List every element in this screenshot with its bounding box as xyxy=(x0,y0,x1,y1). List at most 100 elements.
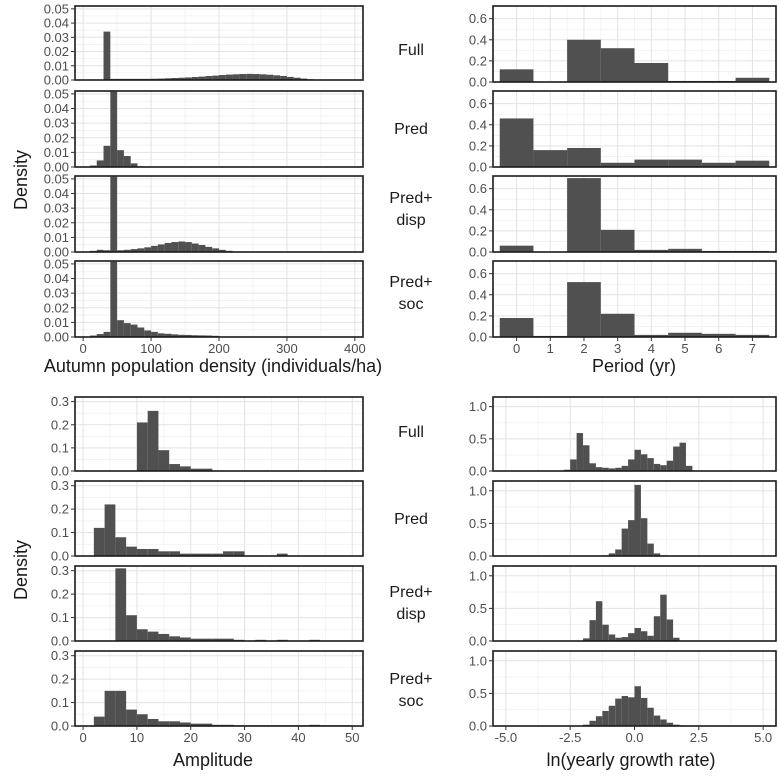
panel-c-full-bar xyxy=(158,450,170,471)
panel-d-pred-disp-bar xyxy=(615,637,622,641)
panel-c-pred-disp-bar xyxy=(158,633,170,641)
panel-b-pred-soc-bar xyxy=(600,313,635,337)
panel-b-pred-bar xyxy=(668,159,702,167)
panel-d-full-bar xyxy=(570,459,577,471)
row-label-pred-disp-bottom-line2: disp xyxy=(396,606,425,623)
panel-d-pred-soc-bar xyxy=(621,696,629,726)
panel-a-pred-ytick-label: 0.02 xyxy=(44,130,69,145)
panel-a-pred-bar xyxy=(117,150,124,167)
panel-d-full-bar xyxy=(608,468,616,471)
panel-c-pred-soc-bar xyxy=(136,714,148,726)
panel-a-full-ytick-label: 0.04 xyxy=(44,16,69,31)
panel-b-pred-soc-bar xyxy=(634,334,669,337)
panel-b-pred-soc-frame xyxy=(492,260,777,338)
panel-d-pred-bar xyxy=(640,518,648,556)
panel-a-pred-soc-bar xyxy=(185,334,192,337)
panel-b-pred-disp-bar xyxy=(600,229,635,252)
panel-d-full-bar xyxy=(583,445,590,471)
panel-d-full-bar xyxy=(602,467,609,471)
panel-b-pred-soc-ytick-label: 0.4 xyxy=(469,287,487,302)
panel-c-full-bar xyxy=(136,422,148,471)
panel-a-pred-disp-bar xyxy=(219,249,226,252)
panel-b-full-facet: 0.0 0.2 0.4 0.6 xyxy=(469,5,777,90)
panel-a-pred-disp-bar xyxy=(178,241,186,252)
panel-d-pred-disp-bar xyxy=(666,619,674,641)
panel-c-pred-ytick-label: 0.1 xyxy=(51,525,69,540)
panel-c-pred-bar xyxy=(93,527,105,556)
panel-c-pred-frame xyxy=(74,480,364,557)
panel-b-pred-ytick-label: 0.0 xyxy=(469,160,487,175)
panel-d-pred-soc-bar xyxy=(595,716,603,726)
panel-d-pred-soc-bar xyxy=(653,715,661,726)
panel-b-xtick-label: 0 xyxy=(513,341,520,356)
panel-d-full-bar xyxy=(660,465,667,471)
panel-c-pred-bar xyxy=(136,548,148,556)
panel-a-pred-soc-facet: 0.000.010.020.030.040.05 xyxy=(44,256,364,345)
panel-b-pred-bar xyxy=(701,162,736,167)
panel-c-pred-disp-bar xyxy=(201,638,213,641)
panel-c-full-facet: 0.0 0.1 0.2 0.3 xyxy=(51,394,364,479)
panel-c-pred-bar xyxy=(190,553,202,556)
panel-b-full-ytick-label: 0.0 xyxy=(469,75,487,90)
panel-d-pred-bar xyxy=(628,520,635,556)
panel-c-pred-soc-ytick-label: 0.2 xyxy=(51,672,69,687)
panel-b-pred-disp-bar xyxy=(567,178,601,252)
panel-c-pred-disp-bar xyxy=(126,615,137,641)
panel-b-full-bar xyxy=(735,77,770,82)
panel-d-pred-soc-ytick-label: 0.0 xyxy=(469,719,487,734)
panel-c-pred-soc-bar xyxy=(179,722,191,726)
panel-c-full-bar xyxy=(147,410,159,471)
panel-c-pred-soc-bar xyxy=(93,716,105,726)
panel-d-pred-disp-bar xyxy=(628,633,635,641)
panel-b-full-bar xyxy=(634,63,669,82)
panel-b-full-ytick-label: 0.2 xyxy=(469,53,487,68)
panel-c-pred-ytick-label: 0.3 xyxy=(51,478,69,493)
panel-c-full-bar xyxy=(169,464,180,471)
panel-b-pred-disp-frame xyxy=(492,175,777,253)
panel-b-xtick-label: 4 xyxy=(648,341,655,356)
panel-d-full-bar xyxy=(615,467,622,471)
panel-c-pred-disp-bar xyxy=(223,638,234,641)
panel-d-pred-soc-bar xyxy=(589,720,596,726)
panel-c-pred-bar xyxy=(179,553,191,556)
panel-a-full-bar xyxy=(185,77,192,80)
panel-a-pred-soc-bar xyxy=(178,334,186,337)
panel-a-xtick-label: 300 xyxy=(276,341,298,356)
panel-a-pred-soc-bar xyxy=(151,331,158,337)
panel-b-pred-soc-ytick-label: 0.2 xyxy=(469,308,487,323)
panel-b-pred-disp-ytick-label: 0.2 xyxy=(469,223,487,238)
panel-b-full-bar xyxy=(499,69,534,82)
panel-c-pred-soc-ytick-label: 0.3 xyxy=(51,648,69,663)
panel-c-pred-soc-bar xyxy=(201,723,213,726)
panel-c-pred-soc-bar xyxy=(147,718,159,726)
row-label-pred-top: Pred xyxy=(394,121,428,138)
panel-c-full-ytick-label: 0.0 xyxy=(51,464,69,479)
panel-a-full-bar xyxy=(239,74,247,80)
panel-d-pred-soc-bar xyxy=(602,711,609,726)
panel-b-pred-soc-ytick-label: 0.6 xyxy=(469,266,487,281)
panel-d-pred-disp-bar xyxy=(595,601,603,641)
panel-d-pred-ytick-label: 0.0 xyxy=(469,549,487,564)
panel-a-full-bar xyxy=(266,74,274,80)
row-label-pred-soc-top-line2: soc xyxy=(399,296,424,313)
panel-a-pred-disp-ytick-label: 0.04 xyxy=(44,186,69,201)
panel-d-pred-bar xyxy=(621,528,629,556)
panel-a-full-ytick-label: 0.02 xyxy=(44,44,69,59)
panel-a-pred-soc-bar xyxy=(164,333,172,337)
panel-c-pred-disp-bar xyxy=(147,631,159,641)
panel-a-full-bar xyxy=(219,75,226,80)
panel-a-pred-soc-ytick-label: 0.05 xyxy=(44,256,69,271)
panel-b-pred-bar xyxy=(533,150,568,167)
panel-a-pred-disp-ytick-label: 0.02 xyxy=(44,215,69,230)
panel-d-full-bar xyxy=(576,433,584,471)
panel-a-pred-disp-bar xyxy=(103,250,111,252)
panel-a-pred-disp-bar xyxy=(185,242,192,252)
row-label-pred-bottom: Pred xyxy=(394,511,428,528)
panel-d-pred-ytick-label: 1.0 xyxy=(469,483,487,498)
panel-c-pred-bar xyxy=(223,551,234,556)
panel-c-pred-disp-bar xyxy=(169,636,180,641)
panel-d-full-facet: 0.0 0.5 1.0 xyxy=(469,396,777,479)
panel-d-full-bar xyxy=(595,467,603,471)
row-label-pred-disp-top-line2: disp xyxy=(396,212,425,229)
panel-a-pred-ytick-label: 0.05 xyxy=(44,86,69,101)
